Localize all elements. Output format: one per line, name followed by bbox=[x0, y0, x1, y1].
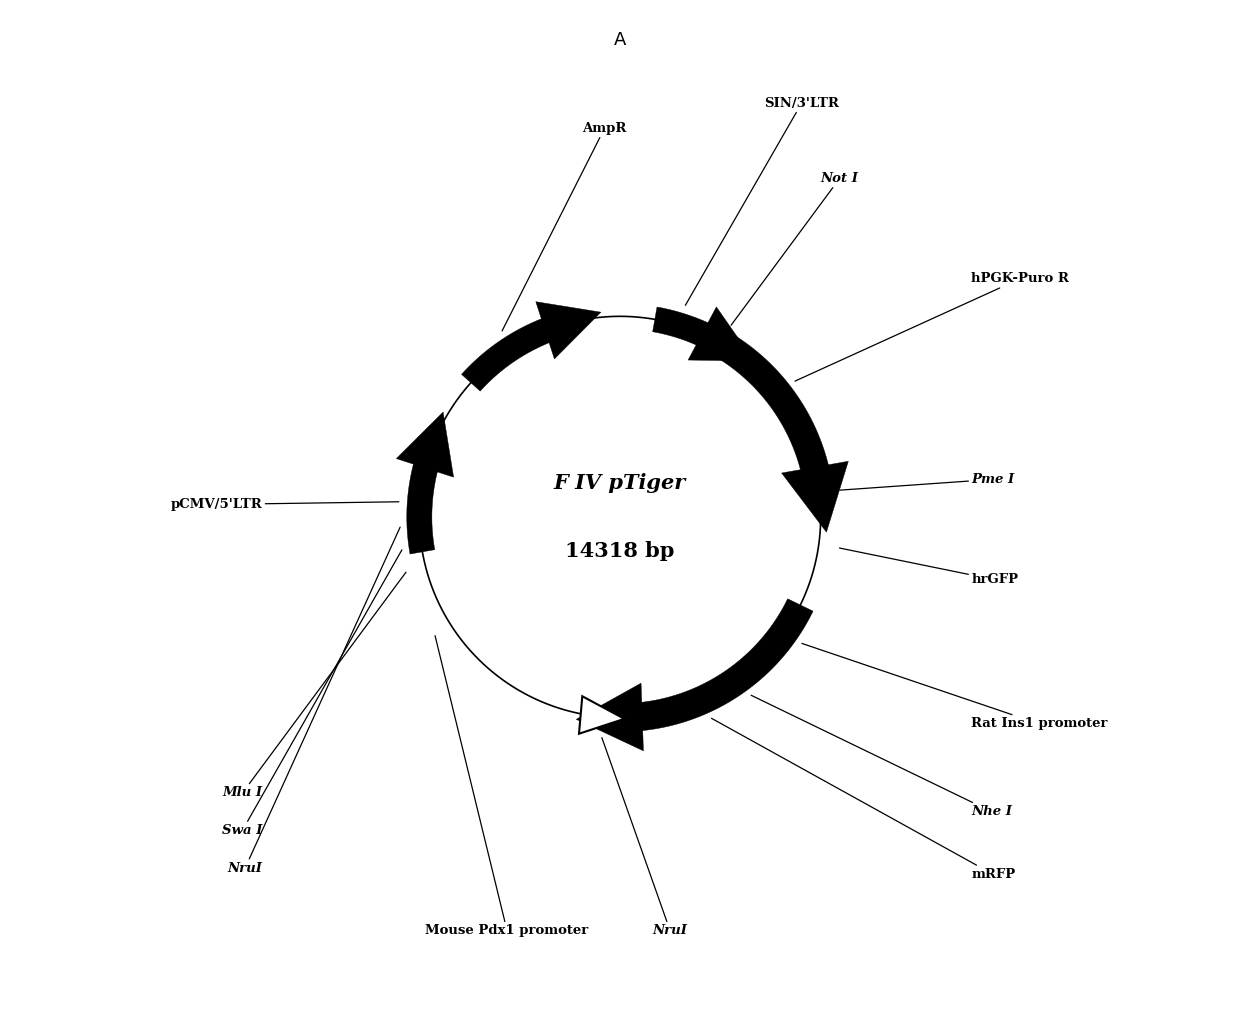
Text: hrGFP: hrGFP bbox=[839, 548, 1018, 586]
Text: pCMV/5'LTR: pCMV/5'LTR bbox=[171, 498, 399, 511]
Text: A: A bbox=[614, 31, 626, 50]
Polygon shape bbox=[579, 696, 625, 734]
Text: hPGK-Puro R: hPGK-Puro R bbox=[795, 272, 1069, 382]
Polygon shape bbox=[461, 314, 562, 391]
Polygon shape bbox=[407, 451, 441, 554]
Text: AmpR: AmpR bbox=[502, 122, 626, 331]
Text: mRFP: mRFP bbox=[712, 719, 1016, 881]
Polygon shape bbox=[652, 307, 720, 351]
Text: Mouse Pdx1 promoter: Mouse Pdx1 promoter bbox=[425, 636, 589, 938]
Polygon shape bbox=[397, 412, 454, 477]
Polygon shape bbox=[536, 302, 601, 359]
Text: NruI: NruI bbox=[228, 527, 401, 875]
Text: Rat Ins1 promoter: Rat Ins1 promoter bbox=[802, 643, 1107, 730]
Text: Nhe I: Nhe I bbox=[751, 695, 1012, 818]
Text: F IV pTiger: F IV pTiger bbox=[554, 473, 686, 492]
Polygon shape bbox=[708, 328, 832, 485]
Text: Mlu I: Mlu I bbox=[222, 572, 405, 799]
Text: Swa I: Swa I bbox=[222, 550, 402, 838]
Polygon shape bbox=[688, 307, 754, 361]
Text: SIN/3'LTR: SIN/3'LTR bbox=[686, 96, 839, 305]
Polygon shape bbox=[781, 461, 848, 533]
Polygon shape bbox=[626, 599, 813, 732]
Polygon shape bbox=[577, 683, 644, 751]
Text: NruI: NruI bbox=[601, 737, 688, 938]
Text: Pme I: Pme I bbox=[839, 473, 1014, 490]
Text: 14318 bp: 14318 bp bbox=[565, 542, 675, 561]
Text: Not I: Not I bbox=[732, 172, 858, 326]
